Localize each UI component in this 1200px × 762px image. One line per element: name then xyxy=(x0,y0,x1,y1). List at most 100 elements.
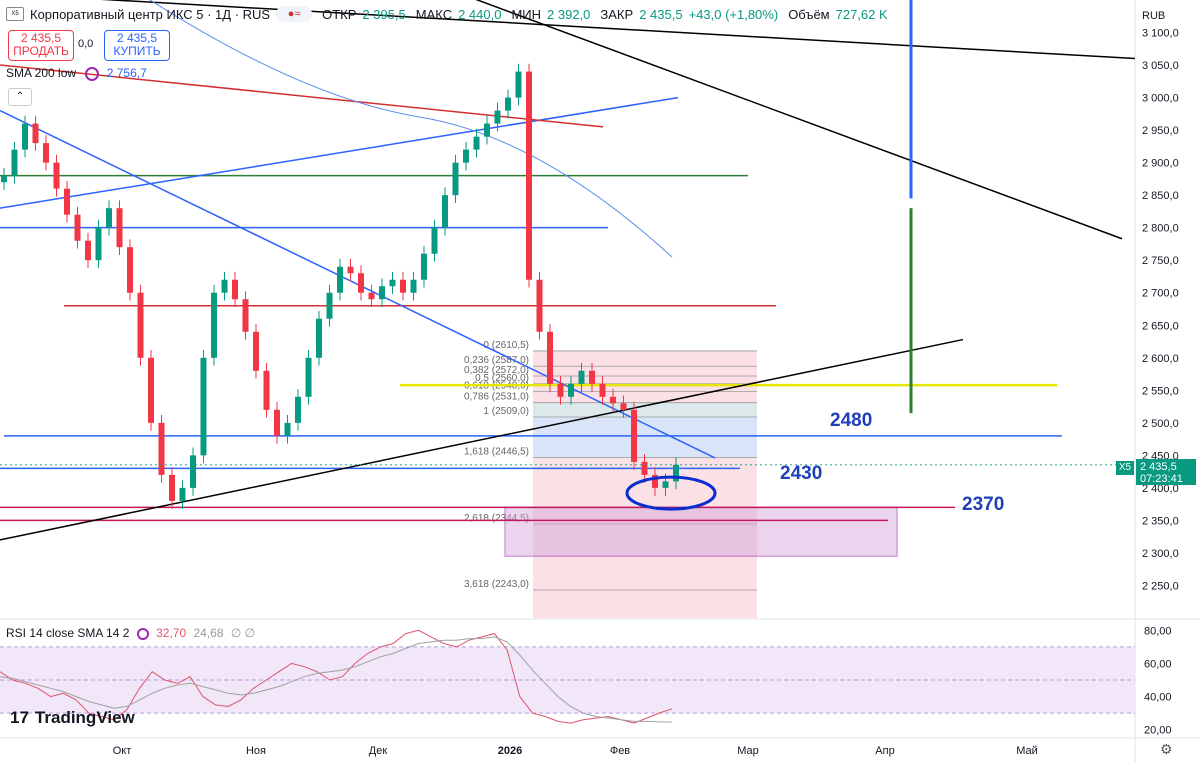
sma-legend[interactable]: SMA 200 low 2 756,7 xyxy=(6,66,147,81)
fib-level-label: 1,618 (2446,5) xyxy=(464,447,529,458)
sma-label: SMA 200 low xyxy=(6,66,77,80)
rsi-label: RSI 14 close SMA 14 2 xyxy=(6,626,130,640)
time-tick-label: Май xyxy=(1016,745,1038,757)
price-tick-label: 3 100,0 xyxy=(1142,28,1179,40)
fib-level-label: 3,618 (2243,0) xyxy=(464,579,529,590)
rsi-tick-label: 80,00 xyxy=(1144,625,1172,637)
time-tick-label: Ноя xyxy=(246,745,266,757)
candle-body xyxy=(473,136,480,150)
annotation-2430: 2430 xyxy=(780,463,823,484)
candle-body xyxy=(106,208,112,228)
price-tick-label: 2 500,0 xyxy=(1142,418,1179,430)
symbol-logo-icon: X5 xyxy=(6,7,24,21)
candle-body xyxy=(137,292,144,358)
rsi-sma-line xyxy=(0,636,673,723)
candle-body xyxy=(536,279,543,332)
candle-body xyxy=(179,487,186,501)
price-tick-label: 2 800,0 xyxy=(1142,223,1179,235)
price-tick-label: 3 050,0 xyxy=(1142,60,1179,72)
candle-body xyxy=(421,253,427,280)
rsi-tick-label: 20,00 xyxy=(1144,725,1172,737)
candle-body xyxy=(610,396,616,404)
price-tick-label: 2 600,0 xyxy=(1142,353,1179,365)
candle-body xyxy=(505,97,511,111)
change-value: +43,0 (+1,80%) xyxy=(688,6,779,22)
rsi-legend[interactable]: RSI 14 close SMA 14 2 32,70 24,68 ∅ ∅ xyxy=(6,626,255,640)
high-value: 2 440,0 xyxy=(458,6,502,22)
fib-level-label: 0,5 (2560,0) xyxy=(475,373,529,384)
candle-body xyxy=(631,409,637,462)
fib-level-label: 0,236 (2587,0) xyxy=(464,355,529,366)
candle-body xyxy=(337,266,343,293)
time-tick-label: Окт xyxy=(113,745,132,757)
candle-body xyxy=(11,149,18,176)
rsi-tick-label: 60,00 xyxy=(1144,658,1172,670)
spread-value: 0,0 xyxy=(78,38,94,50)
price-tick-label: 2 350,0 xyxy=(1142,515,1179,527)
rsi-sma-value: 24,68 xyxy=(193,626,224,640)
buy-button[interactable]: 2 435,5 КУПИТЬ xyxy=(104,30,170,61)
candle-body xyxy=(85,240,91,261)
candle-body xyxy=(379,286,385,300)
candle-body xyxy=(568,383,574,397)
candle-body xyxy=(358,273,364,293)
chart-header: X5 Корпоративный центр ИКС 5 · 1Д · RUS … xyxy=(6,6,888,22)
fib-level-label: 0,786 (2531,0) xyxy=(464,392,529,403)
candle-body xyxy=(620,403,627,410)
price-tick-label: 2 250,0 xyxy=(1142,580,1179,592)
settings-gear-icon[interactable]: ⚙ xyxy=(1160,741,1173,757)
candle-body xyxy=(578,370,585,384)
price-tick-label: 2 650,0 xyxy=(1142,320,1179,332)
candle-body xyxy=(211,292,217,358)
price-tick-label: 2 900,0 xyxy=(1142,158,1179,170)
sma-value: 2 756,7 xyxy=(106,66,147,80)
candle-body xyxy=(284,422,291,436)
time-tick-label: Апр xyxy=(875,745,894,757)
time-tick-label: Дек xyxy=(369,745,388,757)
candle-body xyxy=(190,455,196,488)
candle-body xyxy=(494,110,501,124)
trendline-red xyxy=(0,64,604,128)
candle-body xyxy=(662,481,669,488)
sell-price: 2 435,5 xyxy=(20,31,62,45)
low-value: 2 392,0 xyxy=(547,6,591,22)
compare-icon[interactable]: ●≈ xyxy=(276,6,313,22)
rsi-extra: ∅ ∅ xyxy=(230,626,256,640)
currency-label[interactable]: RUB xyxy=(1142,10,1166,22)
collapse-chevron-icon[interactable]: ⌃ xyxy=(8,88,32,106)
support-zone xyxy=(504,506,898,557)
candle-body xyxy=(547,331,553,384)
price-tick-label: 2 550,0 xyxy=(1142,385,1179,397)
candle-body xyxy=(452,162,459,196)
close-label: ЗАКР xyxy=(600,6,634,22)
tradingview-logo-mark: 17 xyxy=(10,708,29,727)
candle-body xyxy=(410,279,417,293)
sma-200-line xyxy=(149,0,673,258)
low-label: МИН xyxy=(511,6,542,22)
candle-body xyxy=(148,357,154,423)
candle-body xyxy=(169,474,175,501)
close-value: 2 435,5 xyxy=(639,6,683,22)
fib-level-label: 0,382 (2572,0) xyxy=(464,365,529,376)
annotation-2370: 2370 xyxy=(962,494,1005,515)
candle-body xyxy=(589,370,595,384)
price-tag: 2 435,5 07:23:41 xyxy=(1136,459,1196,485)
candle-body xyxy=(673,464,679,482)
price-tick-label: 2 850,0 xyxy=(1142,190,1179,202)
candle-body xyxy=(158,422,165,475)
price-tag-symbol: X5 xyxy=(1116,461,1134,475)
price-tick-label: 2 300,0 xyxy=(1142,548,1179,560)
chart-title[interactable]: Корпоративный центр ИКС 5 · 1Д · RUS xyxy=(30,6,271,22)
candle-body xyxy=(32,123,39,144)
rsi-value: 32,70 xyxy=(156,626,187,640)
price-tick-label: 2 750,0 xyxy=(1142,255,1179,267)
price-tick-label: 2 950,0 xyxy=(1142,125,1179,137)
price-tag-price: 2 435,5 xyxy=(1140,461,1177,473)
time-tick-label: Фев xyxy=(610,745,630,757)
candle-body xyxy=(431,227,438,254)
candle-body xyxy=(253,331,259,371)
tradingview-logo[interactable]: 17 TradingView xyxy=(10,708,135,728)
candle-body xyxy=(515,71,522,98)
sell-button[interactable]: 2 435,5 ПРОДАТЬ xyxy=(8,30,74,61)
